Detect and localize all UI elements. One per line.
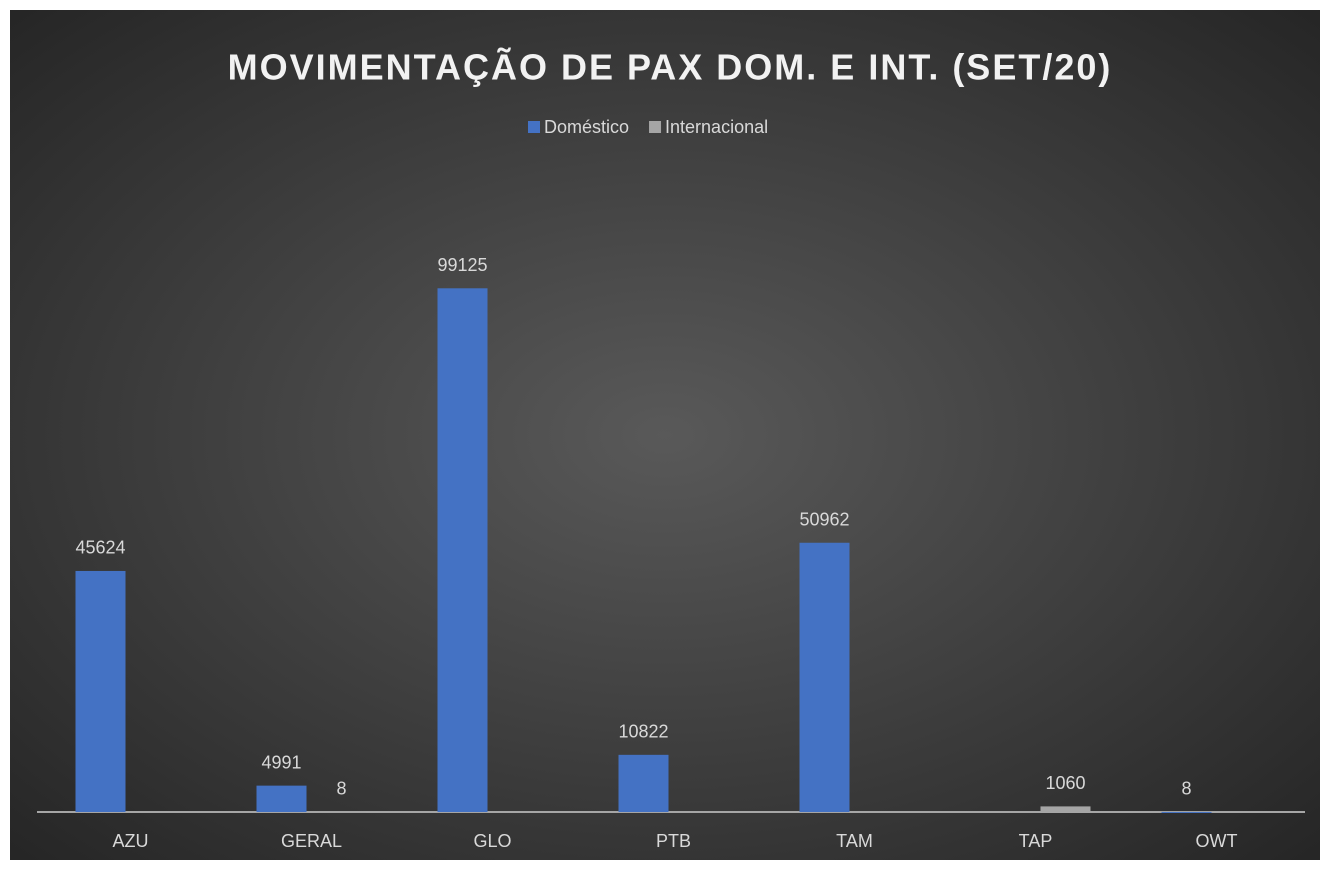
data-label: 8: [1181, 779, 1191, 799]
bar: [75, 570, 126, 812]
data-label: 45624: [75, 538, 125, 558]
bar: [799, 542, 850, 812]
x-tick-label: OWT: [1196, 831, 1238, 851]
legend-swatch: [528, 121, 540, 133]
x-tick-label: PTB: [656, 831, 691, 851]
data-label: 8: [336, 779, 346, 799]
data-label: 10822: [618, 722, 668, 742]
data-label: 1060: [1045, 773, 1085, 793]
bar: [1161, 811, 1212, 813]
bar: [1040, 806, 1091, 812]
x-tick-label: AZU: [113, 831, 149, 851]
legend-swatch: [649, 121, 662, 133]
x-tick-label: GLO: [473, 831, 511, 851]
chart-title: MOVIMENTAÇÃO DE PAX DOM. E INT. (SET/20): [228, 46, 1113, 88]
bar: [256, 785, 307, 812]
bar: [618, 754, 669, 812]
data-label: 4991: [261, 752, 301, 772]
legend-label: Internacional: [665, 117, 768, 137]
bar: [316, 811, 367, 813]
x-tick-label: TAM: [836, 831, 873, 851]
x-tick-label: TAP: [1019, 831, 1053, 851]
legend-label: Doméstico: [544, 117, 629, 137]
x-tick-label: GERAL: [281, 831, 342, 851]
data-label: 50962: [799, 510, 849, 530]
bar: [437, 288, 488, 813]
chart-background: [10, 10, 1320, 860]
data-label: 99125: [437, 255, 487, 275]
